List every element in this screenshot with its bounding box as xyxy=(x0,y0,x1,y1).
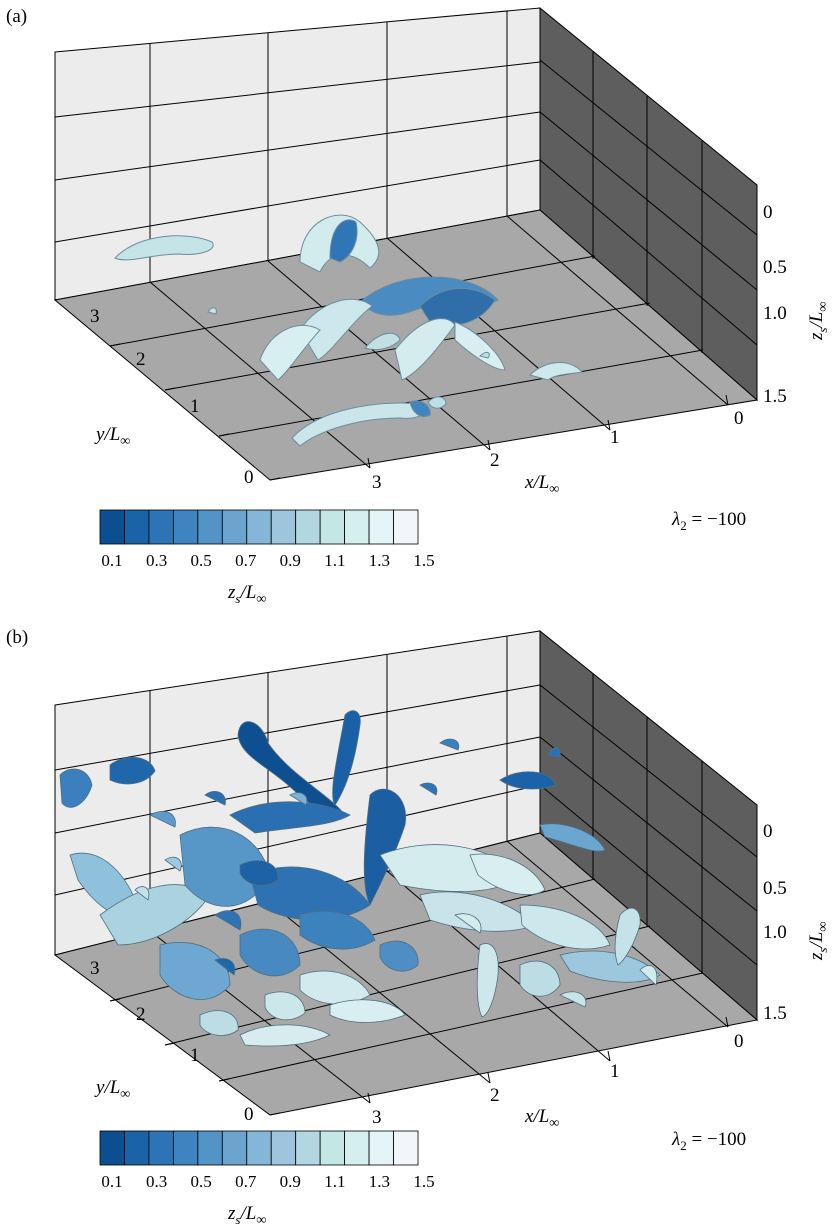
x-tick-label: 3 xyxy=(372,1107,382,1128)
x-tick-label: 1 xyxy=(610,427,620,448)
vortex-structures xyxy=(59,710,661,1047)
panel-label: (b) xyxy=(6,627,28,648)
colorbar-swatch xyxy=(344,509,370,545)
x-tick-label: 3 xyxy=(372,472,382,493)
x-axis-title: x/L∞ xyxy=(524,1106,559,1131)
z-tick-label: 0.5 xyxy=(763,257,787,278)
lambda-annotation: λ2 = −100 xyxy=(671,1129,746,1153)
colorbar-swatch xyxy=(246,509,272,545)
x-axis-ticks xyxy=(367,1016,729,1104)
y-tick-label: 1 xyxy=(190,396,200,417)
colorbar-tick-label: 1.3 xyxy=(369,1172,390,1191)
figure-panel-a: 3 2 1 0 3 2 1 0 0 0.5 1.0 1.5 y/L∞ x/L∞ … xyxy=(6,6,831,607)
colorbar-swatch xyxy=(246,1130,272,1166)
lambda-annotation: λ2 = −100 xyxy=(671,509,746,533)
colorbar-swatch xyxy=(172,1130,199,1166)
colorbar-swatch xyxy=(270,509,297,545)
x-axis-ticks xyxy=(367,394,729,469)
colorbar-tick-label: 1.5 xyxy=(413,551,434,570)
colorbar-swatch xyxy=(197,1130,223,1166)
colorbar-swatch xyxy=(172,509,199,545)
x-tick-label: 0 xyxy=(734,408,744,429)
z-axis-title: zs/L∞ xyxy=(806,922,831,961)
y-tick-label: 3 xyxy=(90,958,100,979)
colorbar-swatch xyxy=(295,509,321,545)
colorbar-swatch xyxy=(368,1130,394,1166)
z-tick-label: 1.0 xyxy=(763,303,787,324)
y-tick-label: 2 xyxy=(136,1004,146,1025)
colorbar-tick-label: 0.5 xyxy=(190,551,211,570)
colorbar-tick-label: 1.5 xyxy=(413,1172,434,1191)
colorbar-tick-label: 0.7 xyxy=(235,1172,257,1191)
x-tick-label: 2 xyxy=(490,1085,500,1106)
z-tick-label: 1.5 xyxy=(763,386,787,407)
colorbar-tick-label: 0.3 xyxy=(146,551,167,570)
y-axis-ticks xyxy=(109,343,281,481)
x-axis-title: x/L∞ xyxy=(524,472,559,497)
colorbar-swatch xyxy=(393,509,419,545)
colorbar-swatch xyxy=(99,509,125,545)
colorbar-swatch xyxy=(124,1130,150,1166)
z-axis-title: zs/L∞ xyxy=(806,302,831,341)
z-tick-label: 0 xyxy=(763,202,773,223)
y-tick-label: 0 xyxy=(244,1104,254,1125)
colorbar-swatch xyxy=(319,1130,346,1166)
colorbar-tick-label: 0.1 xyxy=(101,1172,122,1191)
side-wall-grid xyxy=(539,52,758,353)
colorbar-swatch xyxy=(124,509,150,545)
colorbar-swatch xyxy=(197,509,223,545)
colorbar: 0.1 0.3 0.5 0.7 0.9 1.1 1.3 1.5 xyxy=(99,509,435,570)
colorbar-swatch xyxy=(319,509,346,545)
colorbar-tick-label: 0.7 xyxy=(235,551,257,570)
y-axis-title: y/L∞ xyxy=(94,1077,130,1102)
plot-3d-a: 3 2 1 0 3 2 1 0 0 0.5 1.0 1.5 y/L∞ x/L∞ … xyxy=(6,6,831,607)
y-tick-label: 0 xyxy=(244,467,254,488)
colorbar: 0.1 0.3 0.5 0.7 0.9 1.1 1.3 1.5 xyxy=(99,1130,435,1191)
figure-panel-b: 3 2 1 0 3 2 1 0 0 0.5 1.0 1.5 y/L∞ x/L∞ … xyxy=(0,615,834,1230)
y-axis-title: y/L∞ xyxy=(94,424,130,449)
y-tick-label: 3 xyxy=(90,306,100,327)
colorbar-swatch xyxy=(221,509,248,545)
z-tick-label: 0.5 xyxy=(763,878,787,899)
y-tick-label: 1 xyxy=(190,1045,200,1066)
colorbar-swatch xyxy=(221,1130,248,1166)
colorbar-swatch xyxy=(99,1130,125,1166)
colorbar-tick-label: 0.1 xyxy=(101,551,122,570)
z-tick-label: 1.5 xyxy=(763,1003,787,1024)
plot-3d-b: 3 2 1 0 3 2 1 0 0 0.5 1.0 1.5 y/L∞ x/L∞ … xyxy=(6,627,831,1228)
colorbar-title: zs/L∞ xyxy=(227,582,266,607)
colorbar-tick-label: 1.1 xyxy=(324,1172,345,1191)
colorbar-tick-label: 0.9 xyxy=(280,1172,301,1191)
z-tick-label: 1.0 xyxy=(763,922,787,943)
colorbar-swatch xyxy=(295,1130,321,1166)
colorbar-tick-label: 0.5 xyxy=(190,1172,211,1191)
y-axis-ticks xyxy=(109,998,281,1116)
x-tick-label: 1 xyxy=(610,1061,620,1082)
x-tick-label: 2 xyxy=(490,450,500,471)
colorbar-swatch xyxy=(368,509,394,545)
colorbar-swatch xyxy=(393,1130,419,1166)
colorbar-swatch xyxy=(148,509,174,545)
panel-label: (a) xyxy=(6,6,27,27)
colorbar-swatch xyxy=(344,1130,370,1166)
back-wall-grid xyxy=(54,11,541,282)
colorbar-tick-label: 1.1 xyxy=(324,551,345,570)
z-tick-label: 0 xyxy=(763,821,773,842)
colorbar-tick-label: 1.3 xyxy=(369,551,390,570)
y-tick-label: 2 xyxy=(136,349,146,370)
colorbar-tick-label: 0.9 xyxy=(280,551,301,570)
side-wall-grid xyxy=(539,673,758,973)
vortex-structures xyxy=(114,214,583,447)
colorbar-tick-label: 0.3 xyxy=(146,1172,167,1191)
colorbar-title: zs/L∞ xyxy=(227,1203,266,1228)
colorbar-swatch xyxy=(148,1130,174,1166)
colorbar-swatch xyxy=(270,1130,297,1166)
x-tick-label: 0 xyxy=(734,1031,744,1052)
